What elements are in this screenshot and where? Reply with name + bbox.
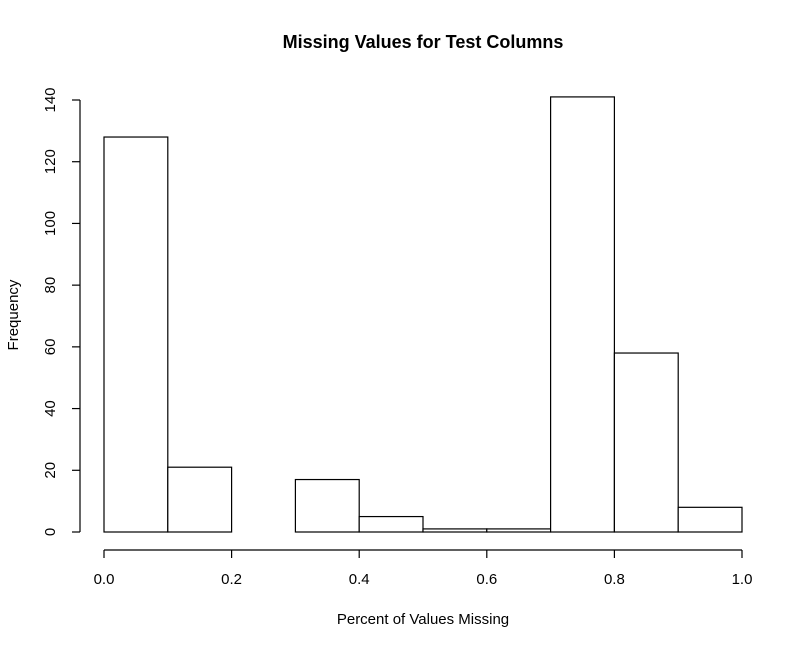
- histogram-bar: [486, 528, 552, 533]
- y-axis-label: Frequency: [5, 279, 22, 350]
- histogram-bar: [613, 352, 679, 533]
- histogram-bar: [358, 515, 424, 533]
- histogram-bar: [294, 478, 360, 533]
- x-tick-label: 0.0: [94, 571, 115, 588]
- x-tick-label: 0.2: [221, 571, 242, 588]
- x-tick-label: 1.0: [732, 571, 753, 588]
- y-tick-label: 0: [42, 528, 59, 536]
- histogram-bar: [422, 528, 488, 533]
- x-tick-label: 0.4: [349, 571, 370, 588]
- y-tick-label: 20: [42, 462, 59, 479]
- histogram-bar: [167, 466, 233, 533]
- x-tick-label: 0.8: [604, 571, 625, 588]
- histogram-bar: [103, 136, 169, 533]
- bars-group: [103, 96, 743, 533]
- x-tick-label: 0.6: [476, 571, 497, 588]
- histogram-bar: [549, 96, 615, 533]
- chart-title: Missing Values for Test Columns: [283, 32, 564, 52]
- y-tick-label: 120: [42, 149, 59, 174]
- y-tick-label: 40: [42, 400, 59, 417]
- y-axis: 0 20 40 60 80 100 120 140: [42, 87, 81, 536]
- x-axis-label: Percent of Values Missing: [337, 611, 509, 628]
- histogram-bar: [677, 506, 743, 533]
- y-tick-label: 100: [42, 211, 59, 236]
- y-tick-label: 60: [42, 339, 59, 356]
- y-tick-label: 140: [42, 87, 59, 112]
- x-axis: 0.0 0.2 0.4 0.6 0.8 1.0: [94, 549, 753, 588]
- y-tick-label: 80: [42, 277, 59, 294]
